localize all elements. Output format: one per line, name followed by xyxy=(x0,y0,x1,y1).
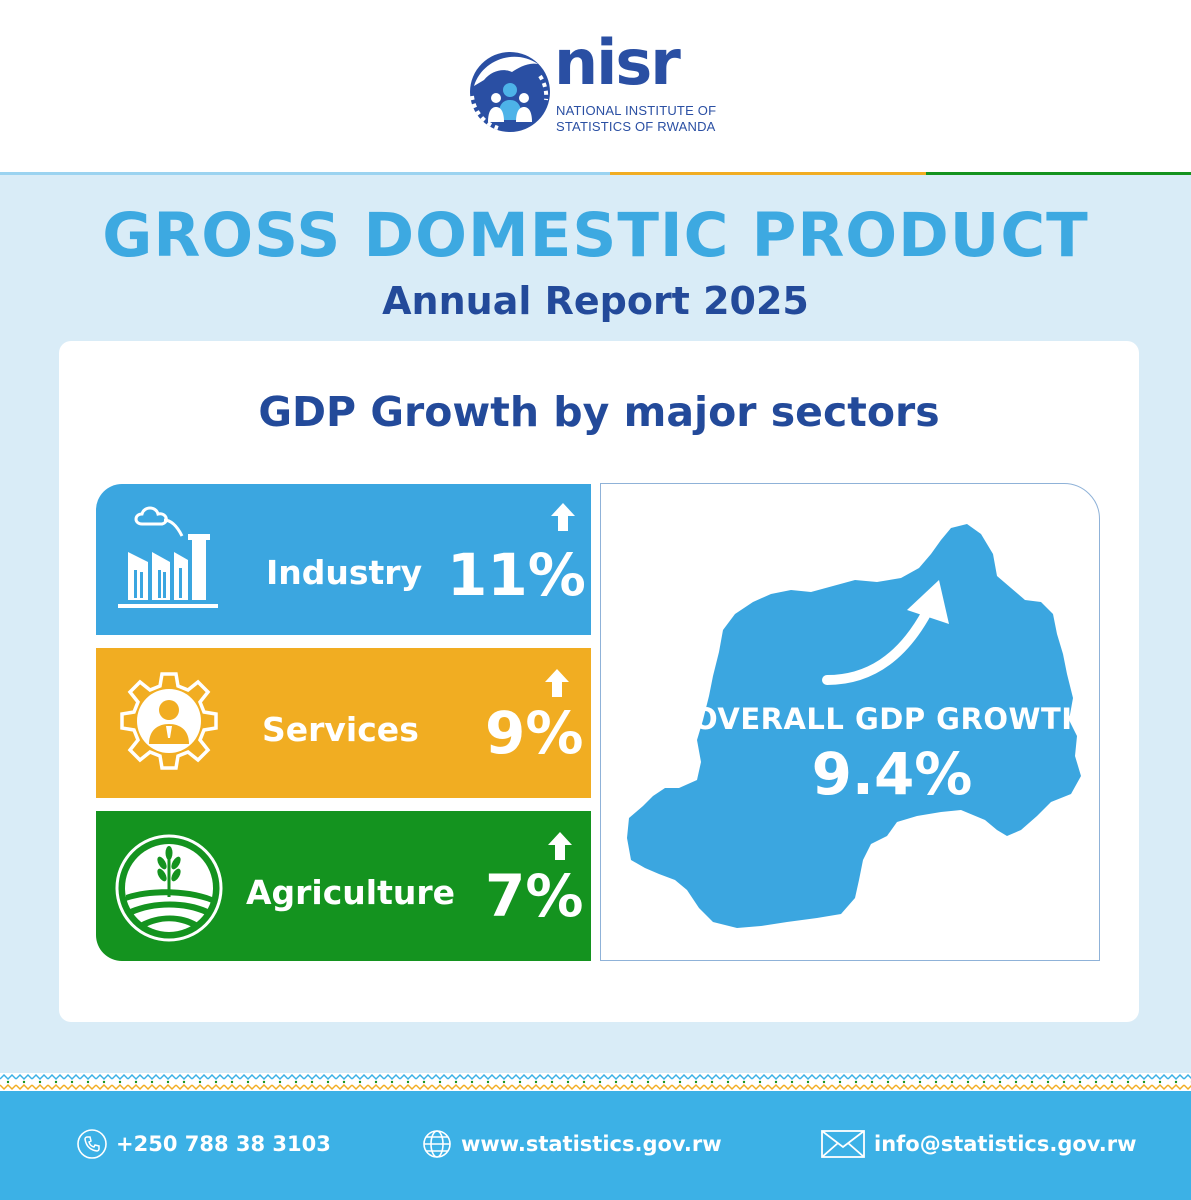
sector-value-services: 9% xyxy=(485,699,584,767)
gdp-card: GDP Growth by major sectors xyxy=(59,341,1139,1022)
email-link[interactable]: info@statistics.gov.rw xyxy=(874,1132,1137,1156)
decorative-pattern-band xyxy=(0,1073,1191,1091)
sector-value-agriculture: 7% xyxy=(485,862,584,930)
field-sprout-icon xyxy=(115,834,223,942)
report-subtitle: Annual Report 2025 xyxy=(382,279,809,323)
envelope-icon xyxy=(821,1130,865,1158)
main-panel: GROSS DOMESTIC PRODUCT Annual Report 202… xyxy=(0,175,1191,1073)
sector-agriculture: Agriculture 7% xyxy=(96,811,591,961)
sector-label-agriculture: Agriculture xyxy=(246,873,456,912)
header-divider-stripe xyxy=(0,172,1191,175)
sector-industry: Industry 11% xyxy=(96,484,591,635)
up-arrow-icon xyxy=(545,669,569,697)
nisr-logo-icon xyxy=(470,52,550,132)
zigzag-pattern-icon xyxy=(0,1073,1191,1091)
contact-website[interactable]: www.statistics.gov.rw xyxy=(421,1124,722,1164)
sector-value-industry: 11% xyxy=(447,541,586,609)
logo-subtitle-line2: STATISTICS OF RWANDA xyxy=(556,119,716,134)
phone-icon xyxy=(77,1129,107,1159)
globe-icon xyxy=(423,1130,451,1158)
header: nisr NATIONAL INSTITUTE OF STATISTICS OF… xyxy=(0,0,1191,172)
contact-phone[interactable]: +250 788 38 3103 xyxy=(76,1124,331,1164)
report-title: GROSS DOMESTIC PRODUCT xyxy=(102,200,1089,271)
phone-number: +250 788 38 3103 xyxy=(116,1132,331,1156)
up-arrow-icon xyxy=(548,832,572,860)
website-link[interactable]: www.statistics.gov.rw xyxy=(461,1132,722,1156)
sector-label-industry: Industry xyxy=(266,553,423,592)
logo-wordmark: nisr xyxy=(554,26,681,99)
sector-services: Services 9% xyxy=(96,648,591,798)
overall-growth-value: 9.4% xyxy=(811,740,973,808)
rwanda-map xyxy=(627,524,1081,928)
footer: +250 788 38 3103 www.statistics.gov.rw i… xyxy=(0,1091,1191,1200)
sector-label-services: Services xyxy=(262,710,419,749)
factory-icon xyxy=(118,506,218,608)
rwanda-map-panel: OVERALL GDP GROWTH 9.4% xyxy=(600,483,1100,961)
contact-email[interactable]: info@statistics.gov.rw xyxy=(820,1124,1137,1164)
overall-growth-label: OVERALL GDP GROWTH xyxy=(693,702,1087,736)
gear-person-icon xyxy=(120,672,218,770)
logo-subtitle-line1: NATIONAL INSTITUTE OF xyxy=(556,103,717,118)
up-arrow-icon xyxy=(551,503,575,531)
nisr-logo[interactable]: nisr NATIONAL INSTITUTE OF STATISTICS OF… xyxy=(468,32,738,144)
card-title: GDP Growth by major sectors xyxy=(258,388,940,436)
logo-subtitle: NATIONAL INSTITUTE OF STATISTICS OF RWAN… xyxy=(556,103,716,135)
